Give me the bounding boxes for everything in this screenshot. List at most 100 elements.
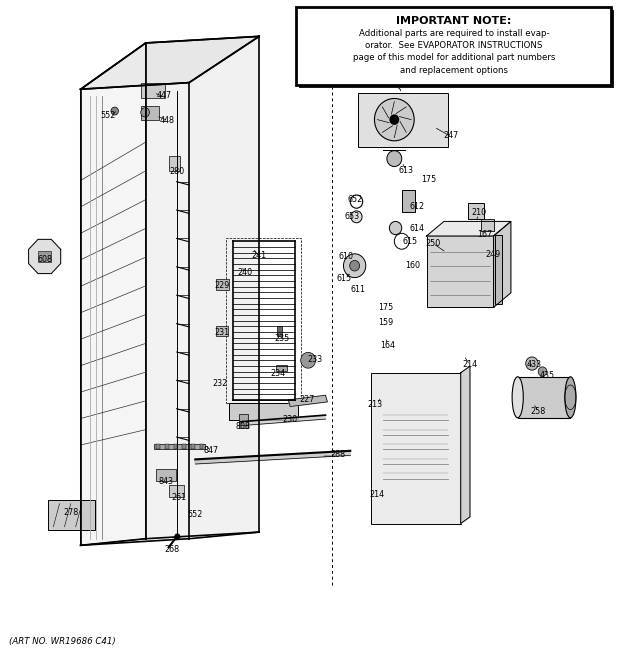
Text: 552: 552 — [188, 510, 203, 519]
Bar — [216, 279, 229, 290]
Polygon shape — [29, 239, 61, 274]
Polygon shape — [288, 395, 327, 407]
Circle shape — [301, 352, 316, 368]
Polygon shape — [81, 43, 146, 545]
Bar — [156, 444, 160, 449]
Bar — [141, 106, 159, 120]
Polygon shape — [146, 36, 259, 539]
Polygon shape — [241, 415, 326, 426]
Text: 447: 447 — [157, 91, 172, 100]
Text: 615: 615 — [337, 274, 352, 284]
Bar — [226, 238, 301, 403]
Text: 164: 164 — [380, 340, 395, 350]
Bar — [239, 414, 248, 428]
Polygon shape — [427, 221, 511, 236]
Text: 258: 258 — [531, 407, 546, 416]
Text: 167: 167 — [477, 230, 492, 239]
Bar — [191, 444, 195, 449]
Circle shape — [141, 108, 149, 117]
Text: Additional parts are required to install evap-
orator.  See EVAPORATOR INSTRUCTI: Additional parts are required to install… — [353, 29, 555, 75]
Text: 608: 608 — [37, 254, 52, 264]
Text: 249: 249 — [485, 250, 500, 259]
Text: 435: 435 — [539, 371, 554, 380]
Bar — [276, 365, 287, 371]
Text: (ART NO. WR19686 C41): (ART NO. WR19686 C41) — [9, 637, 116, 646]
Bar — [154, 444, 205, 449]
Text: 210: 210 — [471, 208, 486, 217]
Text: IMPORTANT NOTE:: IMPORTANT NOTE: — [396, 16, 512, 26]
Text: 278: 278 — [64, 508, 79, 517]
Text: 652: 652 — [347, 195, 362, 204]
Text: 234: 234 — [270, 369, 285, 378]
Circle shape — [350, 260, 360, 271]
Text: 613: 613 — [399, 166, 414, 175]
Bar — [216, 326, 228, 336]
Text: 159: 159 — [378, 318, 393, 327]
Text: 230: 230 — [283, 415, 298, 424]
Text: 175: 175 — [422, 175, 436, 184]
Bar — [480, 219, 494, 231]
Text: 160: 160 — [405, 261, 420, 270]
Polygon shape — [81, 36, 259, 89]
Text: 653: 653 — [345, 212, 360, 221]
Circle shape — [526, 357, 538, 370]
Bar — [296, 7, 611, 85]
Text: 611: 611 — [351, 285, 366, 294]
Text: 214: 214 — [463, 360, 477, 369]
Polygon shape — [494, 221, 511, 307]
Ellipse shape — [512, 377, 523, 418]
Bar — [165, 444, 169, 449]
Bar — [169, 485, 184, 497]
Text: 261: 261 — [171, 492, 186, 502]
Text: 843: 843 — [159, 477, 174, 486]
Bar — [174, 444, 177, 449]
Bar — [141, 83, 165, 98]
Circle shape — [343, 254, 366, 278]
Text: 232: 232 — [213, 379, 228, 388]
Text: 448: 448 — [160, 116, 175, 126]
Bar — [518, 377, 570, 418]
Text: 808: 808 — [236, 422, 250, 431]
Circle shape — [538, 367, 547, 376]
Text: 231: 231 — [215, 328, 229, 337]
Bar — [156, 469, 176, 481]
Bar — [48, 500, 95, 530]
Bar — [200, 444, 203, 449]
Bar — [468, 203, 484, 219]
Circle shape — [387, 151, 402, 167]
Text: 280: 280 — [169, 167, 184, 176]
Bar — [427, 236, 494, 307]
Text: 213: 213 — [368, 400, 383, 409]
Circle shape — [111, 107, 118, 115]
Circle shape — [351, 211, 362, 223]
Text: 229: 229 — [215, 281, 229, 290]
Text: 610: 610 — [339, 252, 353, 261]
Text: 268: 268 — [165, 545, 180, 555]
Text: 233: 233 — [308, 355, 322, 364]
Circle shape — [389, 221, 402, 235]
Bar — [229, 403, 298, 420]
Text: 175: 175 — [378, 303, 393, 312]
Text: 847: 847 — [203, 446, 218, 455]
Bar — [277, 326, 282, 336]
Polygon shape — [195, 451, 350, 464]
Bar — [169, 156, 180, 171]
Text: 615: 615 — [403, 237, 418, 246]
Text: 250: 250 — [425, 239, 440, 248]
Text: 214: 214 — [370, 490, 384, 499]
Polygon shape — [303, 356, 315, 367]
Bar — [495, 235, 502, 304]
Text: 241: 241 — [252, 251, 267, 260]
Circle shape — [389, 114, 399, 125]
Polygon shape — [461, 366, 470, 524]
Text: 433: 433 — [527, 360, 542, 369]
Bar — [371, 373, 461, 524]
Polygon shape — [81, 83, 189, 545]
Text: 552: 552 — [101, 111, 116, 120]
Text: 240: 240 — [237, 268, 252, 277]
Circle shape — [174, 533, 180, 540]
Text: 614: 614 — [409, 223, 424, 233]
Ellipse shape — [565, 377, 576, 418]
Bar — [182, 444, 186, 449]
Text: 288: 288 — [330, 450, 345, 459]
